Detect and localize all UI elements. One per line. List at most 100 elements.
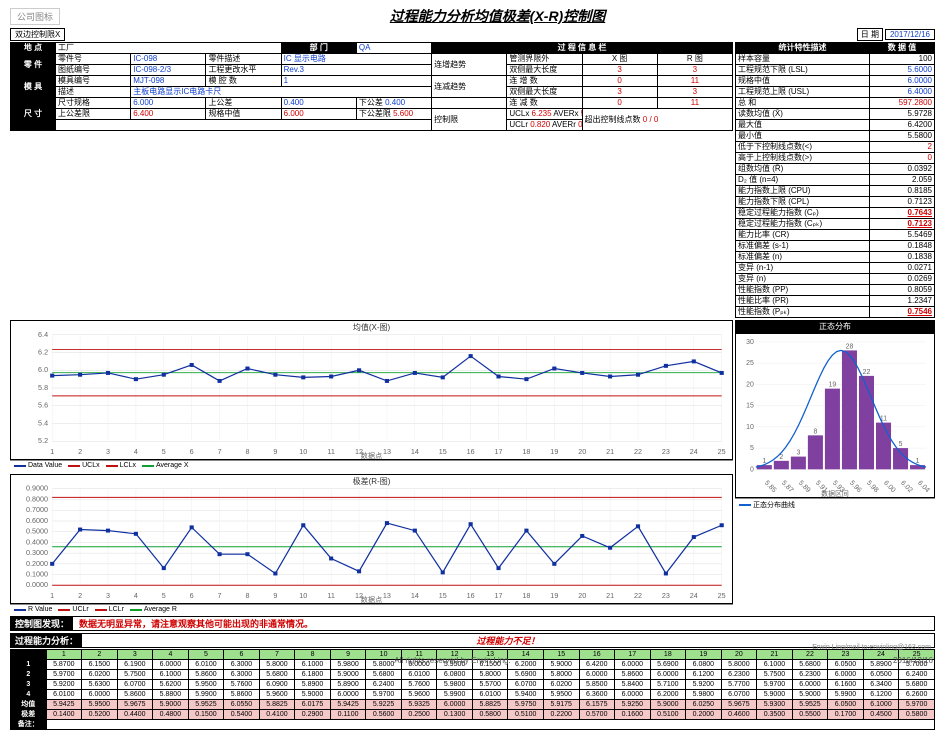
- svg-text:0.8000: 0.8000: [26, 497, 48, 504]
- svg-text:18: 18: [522, 593, 530, 600]
- sub-label: 双边控制限X: [10, 28, 65, 41]
- svg-text:2: 2: [78, 593, 82, 600]
- svg-text:23: 23: [662, 449, 670, 456]
- svg-text:8: 8: [813, 428, 817, 435]
- svg-text:25: 25: [718, 449, 726, 456]
- svg-text:30: 30: [746, 339, 754, 346]
- svg-text:1: 1: [50, 593, 54, 600]
- msg-row-1: 控制图发现： 数据无明显异常，请注意观察其他可能出现的非通常情况。: [10, 616, 935, 631]
- svg-text:5.4: 5.4: [38, 421, 48, 428]
- company-logo: 公司图标: [10, 8, 60, 25]
- hist-legend-label: 正态分布曲线: [753, 500, 795, 510]
- svg-text:20: 20: [578, 449, 586, 456]
- svg-text:24: 24: [690, 593, 698, 600]
- svg-text:10: 10: [299, 449, 307, 456]
- svg-text:3: 3: [106, 593, 110, 600]
- svg-text:5: 5: [162, 449, 166, 456]
- svg-text:28: 28: [846, 343, 854, 350]
- svg-text:7: 7: [218, 593, 222, 600]
- svg-text:23: 23: [662, 593, 670, 600]
- svg-text:6.2: 6.2: [38, 350, 48, 357]
- svg-text:0.0000: 0.0000: [26, 582, 48, 589]
- r-chart: 极差(R-图) 0.0000 0.1000 0.2000 0.3000 0.4000 0.…: [10, 474, 733, 604]
- histogram-chart: 051015202530123819282211515.855.875.895.…: [735, 333, 935, 498]
- svg-text:9: 9: [273, 593, 277, 600]
- svg-text:14: 14: [411, 449, 419, 456]
- svg-text:5.85: 5.85: [763, 480, 778, 495]
- svg-text:4: 4: [134, 593, 138, 600]
- svg-text:25: 25: [718, 593, 726, 600]
- svg-text:数据点: 数据点: [361, 595, 383, 603]
- footer: All rights reserved by Erwin Ling. 2016/…: [0, 656, 945, 665]
- svg-text:0: 0: [750, 466, 754, 473]
- svg-text:0.1000: 0.1000: [26, 572, 48, 579]
- svg-text:数据区间: 数据区间: [821, 489, 849, 497]
- svg-text:6.02: 6.02: [899, 480, 914, 495]
- footer-center: All rights reserved by Erwin Ling.: [394, 656, 511, 665]
- svg-text:4: 4: [134, 449, 138, 456]
- svg-text:11: 11: [327, 449, 335, 456]
- msg-row-2: 过程能力分析： 过程能力不足！: [10, 633, 935, 648]
- svg-text:6.0: 6.0: [38, 367, 48, 374]
- svg-text:5.8: 5.8: [38, 385, 48, 392]
- svg-text:6.04: 6.04: [916, 480, 931, 495]
- svg-text:20: 20: [578, 593, 586, 600]
- stats-table: 统计特性描述数 据 值样本容量100工程规范下限 (LSL)5.6000规格中值…: [735, 42, 935, 318]
- info-table-left: 地 点工厂部 门QA过 程 信 息 栏零 件零件号IC-098零件描述IC 显示…: [10, 42, 733, 131]
- svg-text:13: 13: [383, 449, 391, 456]
- svg-text:15: 15: [439, 449, 447, 456]
- svg-text:3: 3: [796, 450, 800, 457]
- xbar-legend: Data ValueUCLxLCLxAverage X: [10, 460, 733, 470]
- date-label: 日 期: [857, 28, 883, 41]
- svg-text:5.87: 5.87: [780, 480, 795, 495]
- svg-text:数据点: 数据点: [361, 451, 383, 459]
- svg-text:16: 16: [467, 449, 475, 456]
- svg-text:5: 5: [899, 441, 903, 448]
- svg-text:25: 25: [746, 360, 754, 367]
- svg-text:14: 14: [411, 593, 419, 600]
- xbar-chart: 均值(X-图) 5.25.45.65.86.06.26.412345678910…: [10, 320, 733, 460]
- svg-text:15: 15: [439, 593, 447, 600]
- msg2-label: 过程能力分析：: [11, 634, 82, 647]
- svg-text:2: 2: [779, 454, 783, 461]
- svg-text:18: 18: [522, 449, 530, 456]
- svg-text:19: 19: [550, 593, 558, 600]
- svg-text:10: 10: [746, 424, 754, 431]
- r-legend: R ValueUCLrLCLrAverage R: [10, 604, 733, 614]
- r-title: 极差(R-图): [11, 476, 732, 487]
- hist-legend: 正态分布曲线: [735, 498, 935, 511]
- svg-text:17: 17: [495, 449, 503, 456]
- svg-text:0.2000: 0.2000: [26, 561, 48, 568]
- svg-text:0.3000: 0.3000: [26, 550, 48, 557]
- svg-text:22: 22: [634, 449, 642, 456]
- svg-text:21: 21: [606, 593, 614, 600]
- svg-text:13: 13: [383, 593, 391, 600]
- svg-text:20: 20: [746, 381, 754, 388]
- hist-title: 正态分布: [735, 320, 935, 333]
- svg-text:8: 8: [245, 593, 249, 600]
- svg-text:11: 11: [327, 593, 335, 600]
- svg-text:3: 3: [106, 449, 110, 456]
- svg-text:0.4000: 0.4000: [26, 539, 48, 546]
- svg-text:24: 24: [690, 449, 698, 456]
- svg-text:17: 17: [495, 593, 503, 600]
- sub-header: 双边控制限X 日 期 2017/12/16: [10, 28, 935, 41]
- svg-text:1: 1: [50, 449, 54, 456]
- svg-text:8: 8: [245, 449, 249, 456]
- msg1-label: 控制图发现：: [11, 617, 73, 630]
- svg-text:10: 10: [299, 593, 307, 600]
- msg2-text: 过程能力不足！: [82, 634, 934, 647]
- page-title: 过程能力分析均值极差(X-R)控制图: [60, 6, 935, 26]
- svg-text:0.5000: 0.5000: [26, 529, 48, 536]
- svg-text:5.96: 5.96: [848, 480, 863, 495]
- svg-text:5: 5: [750, 445, 754, 452]
- msg1-text: 数据无明显异常，请注意观察其他可能出现的非通常情况。: [73, 617, 934, 630]
- svg-text:2: 2: [78, 449, 82, 456]
- svg-text:19: 19: [550, 449, 558, 456]
- xbar-title: 均值(X-图): [11, 322, 732, 333]
- footer-right: 2016/12/16: [893, 656, 933, 665]
- svg-text:21: 21: [606, 449, 614, 456]
- svg-text:15: 15: [746, 403, 754, 410]
- svg-text:6: 6: [190, 449, 194, 456]
- credit: Erwin Ling/mail to:erwinling@163.com: [812, 644, 931, 651]
